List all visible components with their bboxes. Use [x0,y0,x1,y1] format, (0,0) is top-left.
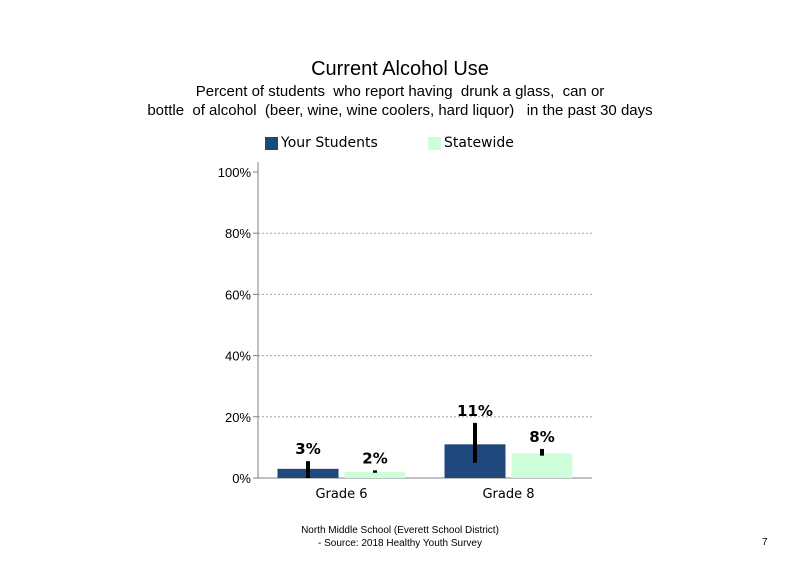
y-tick-label: 0% [232,471,251,486]
x-category-label: Grade 8 [482,487,534,502]
y-tick-label: 80% [225,226,251,241]
legend-label-your-students: Your Students [281,135,378,151]
subtitle-line-1: Percent of students who report having dr… [195,83,605,100]
legend-item-statewide: Statewide [428,134,514,152]
legend-label-statewide: Statewide [444,135,514,151]
footer-source: North Middle School (Everett School Dist… [250,524,550,550]
data-label: 2% [362,449,387,467]
footer-line-1: North Middle School (Everett School Dist… [301,525,499,536]
y-tick-label: 20% [225,410,251,425]
legend-swatch-your-students [265,136,278,150]
data-label: 8% [529,428,554,446]
page-number: 7 [762,537,768,548]
data-label: 11% [457,402,493,420]
chart-subtitle: Percent of students who report having dr… [0,82,800,120]
y-tick-label: 100% [218,165,252,180]
bar [511,453,573,478]
bar [344,471,406,478]
subtitle-line-2: bottle of alcohol (beer, wine, wine cool… [147,102,653,119]
y-tick-label: 40% [225,349,251,364]
chart-title: Current Alcohol Use [311,58,489,80]
y-tick-label: 60% [225,287,251,302]
footer-line-2: - Source: 2018 Healthy Youth Survey [318,538,482,549]
data-label: 3% [295,440,320,458]
x-category-label: Grade 6 [315,487,367,502]
legend-swatch-statewide [428,136,441,150]
legend-item-your-students: Your Students [265,134,378,152]
